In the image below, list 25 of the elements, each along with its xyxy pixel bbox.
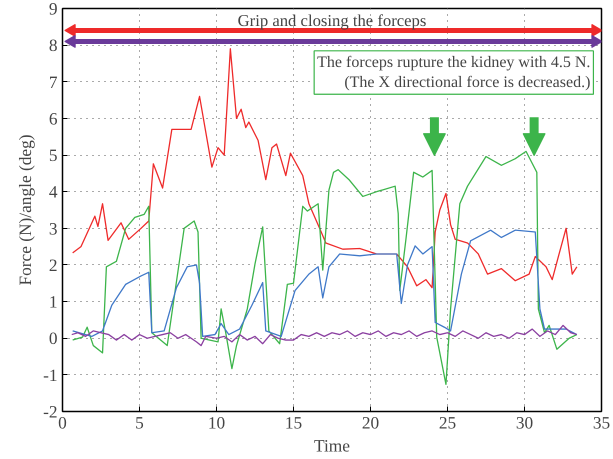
x-tick-label: 20: [362, 414, 380, 432]
annotation: The forceps rupture the kidney with 4.5 N. (The X directional force is decreased.): [317, 54, 590, 92]
y-tick-label: 1: [48, 292, 58, 312]
y-tick-label: 0: [48, 329, 58, 348]
y-tick-label: 9: [48, 0, 58, 18]
y-axis-title: Force (N)/angle (deg): [16, 134, 36, 286]
y-tick-label: 5: [48, 146, 58, 166]
x-tick-label: 10: [208, 414, 226, 432]
annotation: Grip and closing the forceps: [238, 11, 426, 30]
x-tick-label: 15: [284, 414, 302, 432]
y-tick-label: 2: [48, 256, 58, 275]
line-series: [72, 230, 578, 338]
x-tick-label: 30: [516, 414, 534, 432]
y-tick-label: 6: [48, 109, 58, 128]
y-tick-label: -1: [43, 366, 58, 385]
x-axis-title: Time: [314, 436, 350, 456]
x-tick-label: 5: [135, 414, 144, 432]
line-series: [71, 324, 578, 346]
y-tick-label: 4: [48, 182, 58, 202]
y-tick-label: -2: [43, 402, 58, 422]
y-tick-label: 8: [48, 36, 58, 56]
x-tick-label: 25: [438, 414, 456, 432]
x-tick-label: 35: [592, 414, 610, 432]
y-tick-label: 7: [48, 72, 58, 92]
y-tick-label: 3: [48, 219, 58, 238]
